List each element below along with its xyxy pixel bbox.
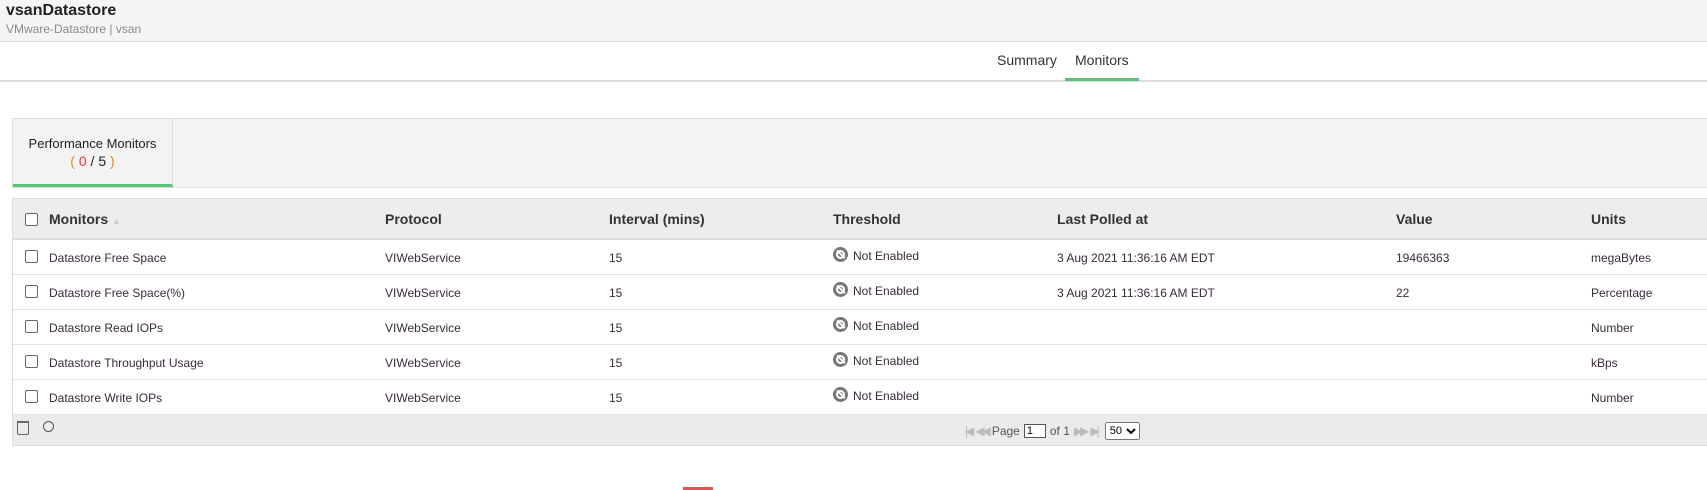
- not-enabled-icon: [833, 352, 848, 368]
- cell-units: kBps: [1591, 356, 1618, 370]
- cell-value: 19466363: [1396, 251, 1450, 265]
- next-page-icon[interactable]: ▶▶: [1073, 424, 1090, 438]
- sort-icon: ▲: [112, 216, 121, 226]
- not-enabled-icon: [833, 247, 848, 263]
- table-row: Datastore Free Space VIWebService 15 3 Aug …: [13, 240, 1707, 275]
- search-icon[interactable]: [43, 421, 54, 432]
- threshold-text: Not Enabled: [853, 389, 920, 403]
- row-checkbox[interactable]: [25, 285, 38, 298]
- col-last-polled: Last Polled at: [1057, 211, 1149, 227]
- threshold-text: Not Enabled: [853, 284, 920, 298]
- last-page-icon[interactable]: ▶|: [1090, 424, 1100, 438]
- red-indicator: [683, 487, 713, 490]
- col-interval: Interval (mins): [609, 211, 705, 227]
- cell-interval: 15: [609, 321, 623, 335]
- enabled-count: 0: [78, 153, 87, 169]
- threshold-text: Not Enabled: [853, 354, 920, 368]
- tab-performance-monitors[interactable]: Performance Monitors ( 0 / 5 ): [13, 119, 173, 187]
- cell-threshold: Not Enabled: [833, 352, 920, 369]
- cell-protocol: VIWebService: [385, 286, 461, 300]
- cell-units: Percentage: [1591, 286, 1653, 300]
- cell-monitor[interactable]: Datastore Throughput Usage: [49, 356, 204, 370]
- page-label: Page: [991, 424, 1020, 438]
- table-footer: |◀ ◀◀ Page of 1 ▶▶ ▶| 50: [13, 415, 1707, 446]
- col-protocol: Protocol: [385, 211, 442, 227]
- cell-interval: 15: [609, 356, 623, 370]
- cell-monitor[interactable]: Datastore Write IOPs: [49, 391, 163, 405]
- col-label: Monitors: [49, 211, 109, 227]
- row-checkbox[interactable]: [25, 250, 38, 263]
- threshold-text: Not Enabled: [853, 319, 920, 333]
- separator: /: [90, 153, 95, 169]
- cell-units: Number: [1591, 321, 1634, 335]
- table-header: Monitors ▲ Protocol Interval (mins) Thre…: [13, 198, 1707, 240]
- row-checkbox[interactable]: [25, 390, 38, 403]
- table-row: Datastore Write IOPs VIWebService 15 Number…: [13, 380, 1707, 415]
- cell-value: 22: [1396, 286, 1410, 300]
- col-monitors[interactable]: Monitors ▲: [49, 211, 121, 227]
- page-subtitle: VMware-Datastore | vsan: [6, 22, 142, 36]
- cell-monitor[interactable]: Datastore Free Space(%): [49, 286, 186, 300]
- col-value: Value: [1396, 211, 1433, 227]
- prev-page-icon[interactable]: ◀◀: [975, 424, 991, 438]
- cell-interval: 15: [609, 391, 623, 405]
- not-enabled-icon: [833, 387, 848, 403]
- cell-last-polled: 3 Aug 2021 11:36:16 AM EDT: [1057, 251, 1215, 265]
- cell-interval: 15: [609, 251, 623, 265]
- cell-monitor[interactable]: Datastore Free Space: [49, 251, 167, 265]
- cell-monitor[interactable]: Datastore Read IOPs: [49, 321, 164, 335]
- table-row: Datastore Throughput Usage VIWebService 15…: [13, 345, 1707, 380]
- monitor-type-tabs: Performance Monitors ( 0 / 5 ): [12, 118, 1707, 188]
- row-checkbox[interactable]: [25, 320, 38, 333]
- cell-protocol: VIWebService: [385, 356, 461, 370]
- monitors-table: Monitors ▲ Protocol Interval (mins) Thre…: [12, 198, 1707, 446]
- tab-label: Performance Monitors: [28, 136, 157, 151]
- page-size-select[interactable]: 50: [1104, 422, 1140, 440]
- cell-units: Number: [1591, 391, 1634, 405]
- page-title: vsanDatastore: [6, 2, 117, 19]
- row-checkbox[interactable]: [25, 355, 38, 368]
- total-count: 5: [98, 153, 107, 169]
- col-units: Units: [1591, 211, 1626, 227]
- pagination: |◀ ◀◀ Page of 1 ▶▶ ▶| 50: [965, 422, 1140, 440]
- page-header: vsanDatastore VMware-Datastore | vsan: [0, 0, 1707, 42]
- delete-icon[interactable]: [17, 421, 29, 435]
- cell-threshold: Not Enabled: [833, 247, 920, 264]
- cell-threshold: Not Enabled: [833, 317, 920, 334]
- page-input[interactable]: [1023, 424, 1046, 438]
- page-count: of 1: [1049, 424, 1070, 438]
- cell-protocol: VIWebService: [385, 391, 461, 405]
- cell-interval: 15: [609, 286, 623, 300]
- tab-summary[interactable]: Summary: [997, 52, 1057, 68]
- not-enabled-icon: [833, 317, 848, 333]
- cell-last-polled: 3 Aug 2021 11:36:16 AM EDT: [1057, 286, 1215, 300]
- cell-protocol: VIWebService: [385, 321, 461, 335]
- cell-threshold: Not Enabled: [833, 282, 920, 299]
- paren: (: [70, 153, 75, 169]
- threshold-text: Not Enabled: [853, 249, 920, 263]
- first-page-icon[interactable]: |◀: [965, 424, 975, 438]
- table-row: Datastore Free Space(%) VIWebService 15 3 A…: [13, 275, 1707, 310]
- col-threshold: Threshold: [833, 211, 901, 227]
- paren: ): [110, 153, 115, 169]
- cell-threshold: Not Enabled: [833, 387, 920, 404]
- main-tabs: Summary Monitors: [0, 42, 1707, 82]
- tab-monitors[interactable]: Monitors: [1065, 52, 1139, 81]
- table-row: Datastore Read IOPs VIWebService 15 Number N…: [13, 310, 1707, 345]
- cell-units: megaBytes: [1591, 251, 1652, 265]
- cell-protocol: VIWebService: [385, 251, 461, 265]
- select-all-checkbox[interactable]: [25, 213, 38, 226]
- not-enabled-icon: [833, 282, 848, 298]
